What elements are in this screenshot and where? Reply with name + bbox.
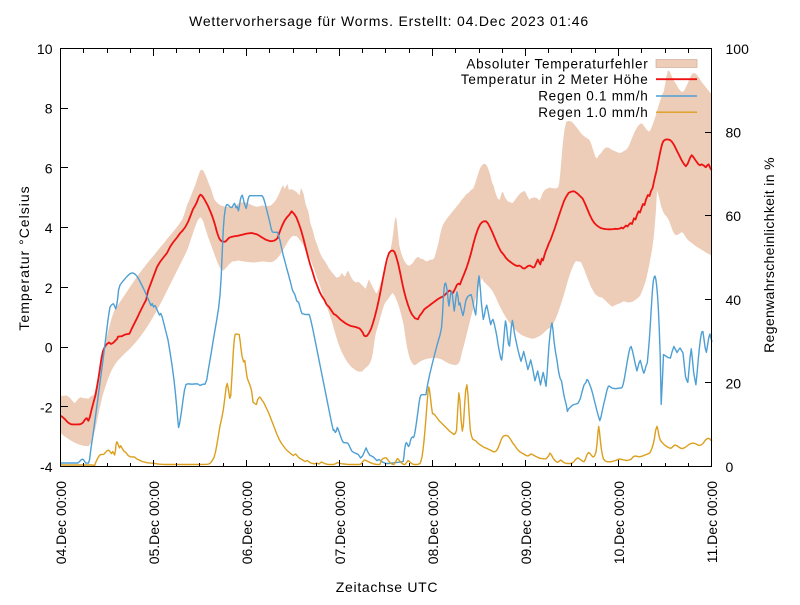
svg-text:Regenwahrscheinlichkeit in %: Regenwahrscheinlichkeit in % [761,157,777,353]
svg-text:0: 0 [45,340,53,356]
svg-text:Temperatur °Celsius: Temperatur °Celsius [16,185,32,330]
svg-text:-2: -2 [40,399,53,415]
svg-text:04.Dec 00:00: 04.Dec 00:00 [53,481,69,564]
svg-text:05.Dec 00:00: 05.Dec 00:00 [146,481,162,564]
svg-text:10.Dec 00:00: 10.Dec 00:00 [611,481,627,564]
svg-text:20: 20 [726,375,742,391]
svg-text:07.Dec 00:00: 07.Dec 00:00 [332,481,348,564]
svg-text:100: 100 [726,41,750,57]
svg-text:4: 4 [45,220,53,236]
svg-text:08.Dec 00:00: 08.Dec 00:00 [425,481,441,564]
svg-text:6: 6 [45,160,53,176]
svg-text:Temperatur in 2 Meter Höhe: Temperatur in 2 Meter Höhe [461,72,649,87]
svg-text:60: 60 [726,208,742,224]
svg-text:06.Dec 00:00: 06.Dec 00:00 [239,481,255,564]
svg-text:2: 2 [45,280,53,296]
svg-text:0: 0 [726,459,734,475]
svg-text:10: 10 [37,41,53,57]
svg-text:80: 80 [726,125,742,141]
svg-text:Regen 0.1 mm/h: Regen 0.1 mm/h [538,89,648,104]
svg-text:Regen 1.0 mm/h: Regen 1.0 mm/h [538,105,648,120]
svg-text:Zeitachse UTC: Zeitachse UTC [336,579,438,595]
svg-text:8: 8 [45,101,53,117]
svg-text:09.Dec 00:00: 09.Dec 00:00 [518,481,534,564]
svg-text:Wettervorhersage für Worms. Er: Wettervorhersage für Worms. Erstellt: 04… [189,13,589,29]
svg-text:Absoluter Temperaturfehler: Absoluter Temperaturfehler [466,56,648,71]
svg-text:-4: -4 [40,459,53,475]
svg-text:40: 40 [726,292,742,308]
svg-text:11.Dec 00:00: 11.Dec 00:00 [704,481,720,563]
